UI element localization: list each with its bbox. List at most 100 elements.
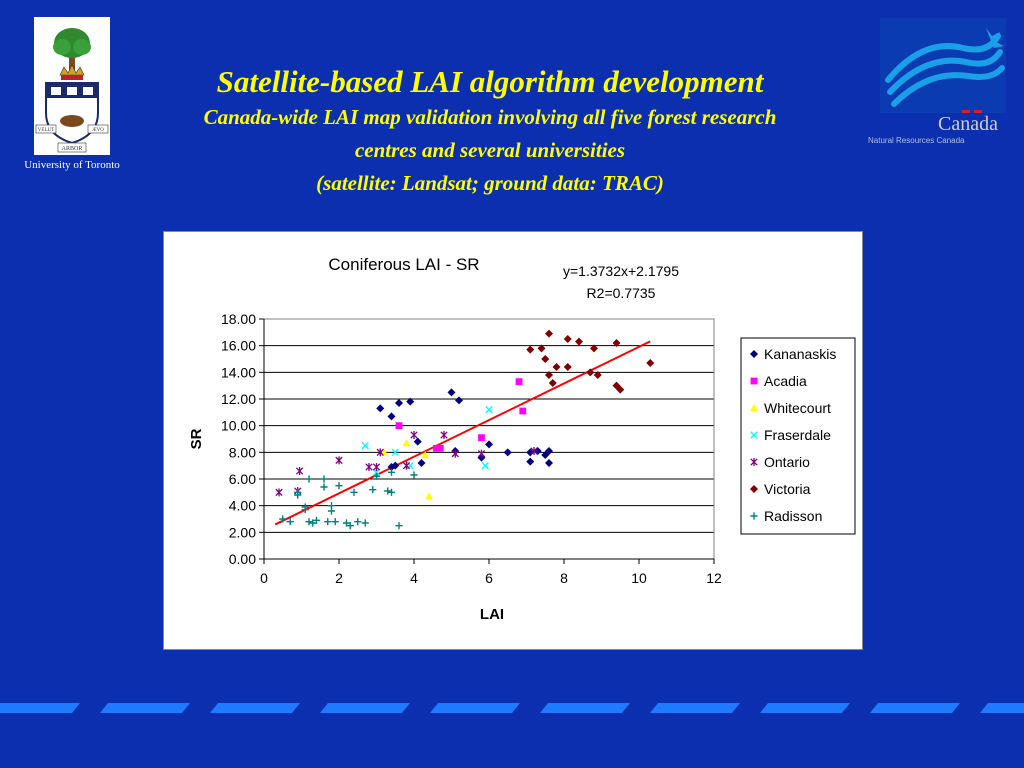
point-kananaskis-shape [503, 448, 512, 457]
point-victoria [545, 371, 553, 379]
point-kananaskis [545, 447, 553, 455]
legend-label-ontario: Ontario [764, 454, 810, 470]
y-axis-label: SR [188, 428, 205, 449]
point-victoria [612, 381, 621, 390]
point-radisson [301, 506, 309, 514]
stripe-segment [540, 703, 630, 713]
university-of-toronto-crest: VELUT ÆVO ARBOR [34, 17, 110, 155]
stripe-segment [210, 703, 300, 713]
point-radisson-shape [395, 522, 403, 530]
point-ontario [410, 431, 418, 439]
point-kananaskis [391, 461, 400, 470]
point-radisson [350, 488, 358, 496]
point-radisson-shape [384, 487, 392, 495]
point-kananaskis-shape [387, 412, 396, 421]
trendline [274, 340, 651, 526]
point-whitecourt [421, 451, 430, 459]
stripe-segment [430, 703, 520, 713]
legend-label-radisson: Radisson [764, 508, 822, 524]
y-tick-label: 8.00 [229, 444, 256, 460]
scatter-chart: 0.00 2.00 4.00 6.00 8.00 10.00 12.00 14.00 16.00… [188, 255, 856, 623]
point-acadia [478, 434, 485, 442]
legend-marker-whitecourt-shape [750, 404, 758, 412]
legend-label-acadia: Acadia [764, 373, 807, 389]
point-ontario [275, 488, 283, 497]
point-ontario [477, 449, 486, 458]
point-radisson [372, 472, 381, 480]
point-victoria [552, 363, 561, 371]
point-radisson-shape [342, 519, 351, 527]
point-acadia-shape [519, 407, 527, 415]
point-victoria [541, 355, 550, 363]
point-acadia [436, 444, 444, 452]
point-kananaskis [406, 397, 415, 406]
slide-title-block: Satellite-based LAI algorithm developmen… [110, 63, 870, 200]
point-radisson-shape [312, 516, 321, 524]
point-radisson-shape [305, 475, 313, 483]
point-victoria-shape [545, 371, 553, 379]
point-kananaskis-shape [406, 397, 415, 406]
point-ontario-shape [477, 449, 486, 458]
point-kananaskis-shape [455, 396, 463, 405]
point-radisson-shape [387, 488, 396, 496]
point-victoria-shape [563, 335, 572, 343]
canada-wordmark: Canada [938, 113, 998, 135]
point-radisson [320, 483, 328, 491]
legend-marker-ontario [750, 458, 758, 466]
point-kananaskis-shape [533, 447, 542, 455]
point-radisson [387, 488, 396, 496]
stripe-segment [870, 703, 960, 713]
point-fraserdale-shape [485, 405, 493, 414]
legend-marker-fraserdale [750, 431, 758, 439]
legend-marker-fraserdale-shape [750, 431, 758, 439]
point-victoria-shape [541, 355, 550, 363]
point-acadia [395, 422, 403, 430]
legend-marker-victoria-shape [750, 485, 758, 493]
y-tick-label: 4.00 [229, 498, 256, 514]
crest-scroll-center: ARBOR [62, 146, 83, 152]
point-kananaskis-shape [526, 448, 535, 457]
point-acadia-shape [515, 378, 523, 386]
point-victoria-shape [590, 344, 598, 353]
point-ontario-shape [410, 431, 418, 439]
point-radisson [286, 518, 294, 526]
point-radisson-shape [369, 486, 377, 494]
point-kananaskis [533, 447, 542, 455]
point-radisson [324, 518, 332, 526]
point-acadia [433, 444, 440, 452]
legend-marker-acadia-shape [750, 377, 758, 385]
legend-marker-kananaskis-shape [750, 350, 758, 358]
point-radisson-shape [350, 488, 358, 496]
point-fraserdale [481, 461, 489, 470]
point-radisson-shape [354, 518, 362, 526]
point-radisson [327, 507, 336, 515]
point-victoria [537, 344, 546, 353]
chart-title: Coniferous LAI - SR [328, 255, 479, 274]
point-radisson [369, 486, 377, 494]
point-victoria-shape [563, 363, 572, 371]
point-fraserdale-shape [391, 448, 399, 457]
point-kananaskis-shape [391, 461, 400, 470]
point-radisson [335, 482, 343, 490]
point-ontario-shape [530, 447, 538, 455]
point-kananaskis [485, 440, 493, 449]
point-victoria [526, 345, 535, 354]
point-radisson [395, 522, 403, 530]
legend-label-victoria: Victoria [764, 481, 811, 497]
point-kananaskis [545, 459, 553, 467]
x-tick-label: 2 [335, 570, 343, 586]
point-radisson [346, 522, 354, 530]
point-whitecourt [402, 439, 411, 447]
natural-resources-canada-logo: Canada Natural Resources Canada [868, 18, 1018, 148]
point-ontario-shape [440, 431, 448, 439]
plot-area-border [263, 318, 715, 560]
slide-title: Satellite-based LAI algorithm developmen… [216, 64, 764, 99]
point-fraserdale-shape [481, 461, 489, 470]
point-kananaskis [387, 463, 396, 471]
point-victoria-shape [548, 379, 557, 387]
point-radisson [305, 518, 313, 526]
legend-label-kananaskis: Kananaskis [764, 346, 836, 362]
point-radisson-shape [327, 507, 336, 515]
legend-marker-victoria [750, 485, 758, 493]
trendline-equation: y=1.3732x+2.1795 [563, 263, 679, 279]
